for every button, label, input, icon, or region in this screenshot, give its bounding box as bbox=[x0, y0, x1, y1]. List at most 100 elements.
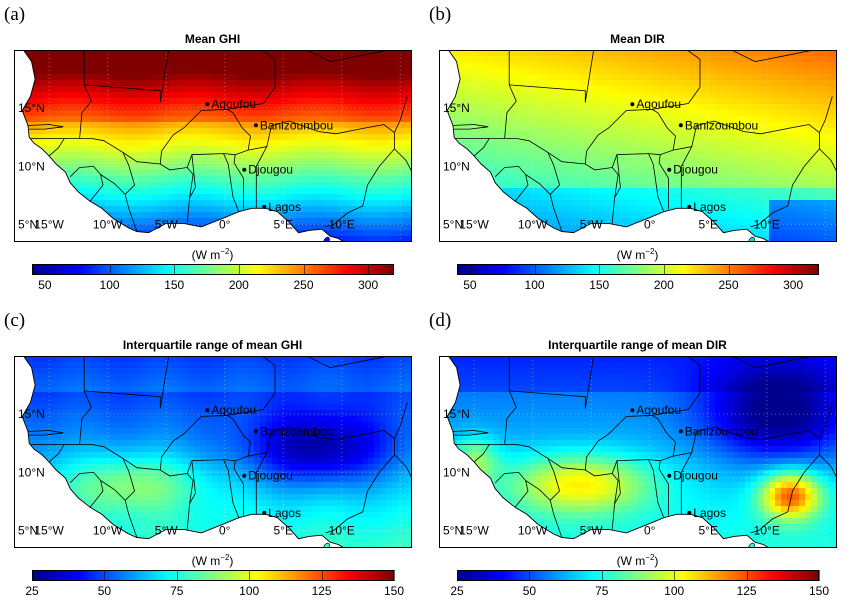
lon-label: 5°E bbox=[698, 218, 717, 232]
country-border bbox=[651, 50, 701, 110]
colorbar-tick-label: 125 bbox=[311, 584, 332, 598]
lat-label: 10°N bbox=[443, 465, 470, 479]
city-label: Agoufou bbox=[211, 403, 256, 417]
map-area: 15°N 10°N 5°N 15°W 10°W 5°W 0° 5°E 10°E Agoufou Ba… bbox=[14, 356, 412, 548]
colorbar-tick-label: 100 bbox=[239, 584, 260, 598]
country-border bbox=[24, 124, 64, 130]
city-label: Agoufou bbox=[211, 97, 256, 111]
lon-label: 15°W bbox=[34, 524, 64, 538]
city-marker bbox=[253, 429, 258, 434]
colorbar-ticks: 25 50 75 100 125 150 bbox=[25, 584, 404, 600]
country-border bbox=[189, 460, 196, 504]
country-border bbox=[91, 138, 136, 195]
city-label: Djougou bbox=[673, 469, 718, 483]
country-border bbox=[731, 356, 814, 369]
city-label: Lagos bbox=[693, 506, 726, 520]
colorbar-tick-label: 150 bbox=[589, 278, 610, 292]
lat-label: 5°N bbox=[18, 218, 38, 232]
colorbar-tick-label: 300 bbox=[783, 278, 804, 292]
lon-label: 5°W bbox=[155, 524, 178, 538]
colorbar bbox=[457, 570, 819, 581]
lat-label: 15°N bbox=[443, 101, 470, 115]
data-field bbox=[22, 50, 412, 242]
country-border bbox=[394, 454, 412, 479]
country-border bbox=[266, 120, 395, 228]
country-border bbox=[24, 430, 64, 436]
city-label: Lagos bbox=[693, 200, 726, 214]
lon-label: 15°W bbox=[34, 218, 64, 232]
lon-label: 5°W bbox=[580, 218, 603, 232]
country-border bbox=[547, 458, 619, 530]
colorbar-tick-label: 100 bbox=[524, 278, 545, 292]
colorbar-unit: (W m−2) bbox=[191, 553, 234, 568]
map-area: 15°N 10°N 5°N 15°W 10°W 5°W 0° 5°E 10°E Agoufou Ba… bbox=[439, 356, 837, 548]
map-frame bbox=[14, 356, 412, 548]
country-border bbox=[819, 402, 833, 439]
colorbar-unit: (W m−2) bbox=[616, 247, 659, 262]
colorbar-tick-label: 100 bbox=[664, 584, 685, 598]
country-border bbox=[648, 153, 665, 212]
lon-label: 15°W bbox=[459, 218, 489, 232]
lon-label: 0° bbox=[219, 218, 231, 232]
lat-label: 10°N bbox=[18, 465, 45, 479]
country-border bbox=[159, 414, 251, 474]
country-border bbox=[673, 452, 693, 515]
colorbar-tick-label: 50 bbox=[97, 584, 112, 598]
panel-c: (c) Interquartile range of mean GHI 15°N… bbox=[0, 306, 425, 612]
country-border bbox=[504, 356, 517, 445]
colorbar-tick-label: 250 bbox=[718, 278, 739, 292]
colorbar bbox=[457, 264, 819, 275]
panel-label: (a) bbox=[4, 4, 26, 25]
island bbox=[323, 236, 330, 242]
country-border bbox=[248, 452, 268, 515]
country-border bbox=[306, 50, 389, 63]
country-border bbox=[819, 148, 837, 173]
city-marker bbox=[687, 510, 692, 515]
colorbar-tick-label: 125 bbox=[736, 584, 757, 598]
country-border bbox=[473, 444, 490, 463]
colorbar-tick-label: 75 bbox=[170, 584, 184, 598]
panel-label: (b) bbox=[429, 4, 452, 25]
map-frame bbox=[439, 50, 837, 242]
country-border bbox=[226, 50, 276, 110]
panel-title: Interquartile range of mean DIR bbox=[548, 338, 727, 352]
country-border bbox=[223, 459, 240, 518]
city-marker bbox=[205, 408, 210, 413]
colorbar-unit: (W m−2) bbox=[191, 247, 234, 262]
coastline bbox=[21, 50, 345, 242]
country-border bbox=[547, 152, 619, 224]
colorbar-tick bbox=[394, 570, 395, 581]
lon-label: 10°E bbox=[754, 524, 780, 538]
country-border bbox=[449, 430, 489, 436]
country-border bbox=[584, 414, 676, 474]
country-border bbox=[494, 165, 529, 202]
country-border bbox=[233, 460, 244, 516]
city-marker bbox=[678, 123, 683, 128]
island bbox=[748, 236, 755, 242]
lon-label: 5°E bbox=[698, 524, 717, 538]
coastline bbox=[446, 356, 770, 548]
country-border bbox=[223, 153, 240, 212]
panel-b: (b) Mean DIR 15°N 10°N 5°N 15°W 10°W 5°W 0° 5°E… bbox=[425, 0, 850, 306]
panel-label: (c) bbox=[4, 310, 26, 331]
country-border bbox=[509, 50, 604, 103]
colorbar-tick-label: 200 bbox=[228, 278, 249, 292]
colorbar-tick-label: 25 bbox=[25, 584, 39, 598]
city-marker bbox=[630, 102, 635, 107]
country-border bbox=[494, 471, 529, 508]
country-border bbox=[516, 444, 561, 501]
country-border bbox=[614, 460, 621, 504]
city-marker bbox=[242, 473, 247, 478]
country-border bbox=[658, 154, 669, 210]
map-area: 15°N 10°N 5°N 15°W 10°W 5°W 0° 5°E 10°E Agoufou Ba… bbox=[14, 50, 412, 242]
country-border bbox=[84, 356, 179, 409]
country-border bbox=[266, 426, 395, 534]
country-border bbox=[651, 356, 701, 416]
country-border bbox=[189, 154, 196, 198]
country-border bbox=[84, 50, 179, 103]
lat-label: 15°N bbox=[443, 407, 470, 421]
country-border bbox=[48, 444, 65, 463]
panel-d: (d) Interquartile range of mean DIR 15°N… bbox=[425, 306, 850, 612]
colorbar-tick-label: 25 bbox=[450, 584, 464, 598]
colorbar bbox=[32, 264, 394, 275]
